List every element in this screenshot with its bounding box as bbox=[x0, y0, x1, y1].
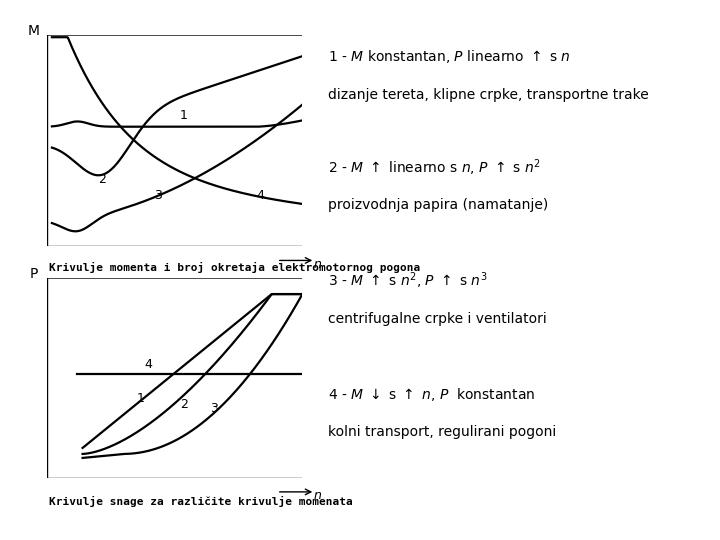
Text: n: n bbox=[314, 258, 322, 271]
Text: 2: 2 bbox=[180, 398, 188, 411]
Text: 3: 3 bbox=[154, 190, 162, 202]
Text: 4 - $\mathit{M}$ $\downarrow$ s $\uparrow$ $\mathit{n}$, $\mathit{P}$  konstanta: 4 - $\mathit{M}$ $\downarrow$ s $\uparro… bbox=[328, 386, 535, 403]
Text: 3: 3 bbox=[210, 402, 218, 415]
Text: n: n bbox=[314, 489, 322, 502]
Text: Krivulje momenta i broj okretaja elektromotornog pogona: Krivulje momenta i broj okretaja elektro… bbox=[49, 262, 420, 273]
Text: P: P bbox=[30, 267, 38, 281]
Text: 4: 4 bbox=[256, 190, 264, 202]
Text: Krivulje snage za različite krivulje momenata: Krivulje snage za različite krivulje mom… bbox=[49, 496, 353, 507]
Text: 2 - $\mathit{M}$ $\uparrow$ linearno s $\mathit{n}$, $\mathit{P}$ $\uparrow$ s $: 2 - $\mathit{M}$ $\uparrow$ linearno s $… bbox=[328, 157, 541, 178]
Text: M: M bbox=[28, 24, 40, 38]
Text: kolni transport, regulirani pogoni: kolni transport, regulirani pogoni bbox=[328, 425, 556, 439]
Text: 4: 4 bbox=[144, 358, 152, 371]
Text: 1: 1 bbox=[180, 109, 188, 123]
Text: 3 - $\mathit{M}$ $\uparrow$ s $\mathit{n}^2$, $\mathit{P}$ $\uparrow$ s $\mathit: 3 - $\mathit{M}$ $\uparrow$ s $\mathit{n… bbox=[328, 271, 487, 291]
Text: proizvodnja papira (namatanje): proizvodnja papira (namatanje) bbox=[328, 198, 548, 212]
Text: centrifugalne crpke i ventilatori: centrifugalne crpke i ventilatori bbox=[328, 312, 546, 326]
Text: 1: 1 bbox=[136, 392, 144, 405]
Text: 2: 2 bbox=[98, 172, 106, 186]
Text: dizanje tereta, klipne crpke, transportne trake: dizanje tereta, klipne crpke, transportn… bbox=[328, 87, 648, 102]
Text: 1 - $\mathit{M}$ konstantan, $\mathit{P}$ linearno $\uparrow$ s $\mathit{n}$: 1 - $\mathit{M}$ konstantan, $\mathit{P}… bbox=[328, 48, 570, 65]
